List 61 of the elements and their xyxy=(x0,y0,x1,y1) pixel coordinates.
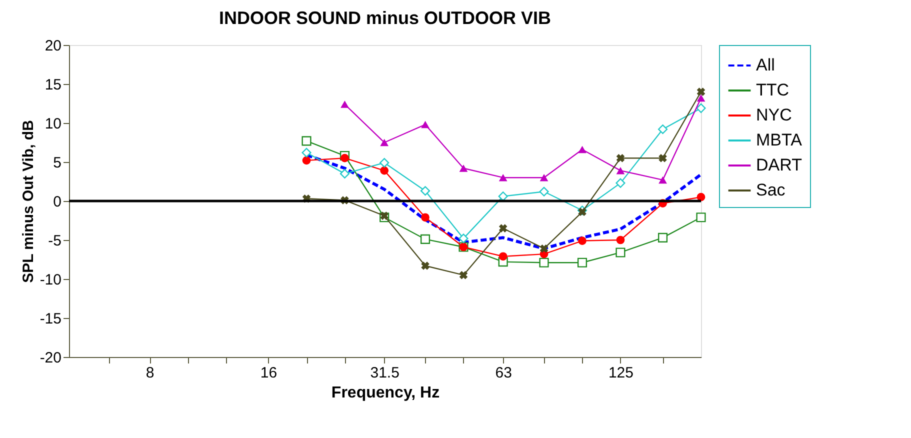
point xyxy=(539,258,549,268)
point xyxy=(578,146,586,154)
legend-label: DART xyxy=(756,156,802,174)
point xyxy=(420,234,430,244)
point xyxy=(459,270,468,280)
x-tick-label: 63 xyxy=(495,364,512,382)
chart-title: INDOOR SOUND minus OUTDOOR VIB xyxy=(218,8,552,28)
y-tick-label: -20 xyxy=(40,350,62,366)
point xyxy=(340,100,349,108)
y-tick-label: 15 xyxy=(44,76,62,94)
point xyxy=(658,154,667,162)
point xyxy=(421,262,430,270)
point xyxy=(459,164,468,172)
y-tick-label: 0 xyxy=(53,194,62,210)
y-tick-label: 5 xyxy=(53,154,62,172)
point xyxy=(380,138,389,146)
x-tick-label: 16 xyxy=(260,364,278,382)
point xyxy=(380,212,388,220)
y-tick-label: -10 xyxy=(40,272,62,288)
point xyxy=(380,166,389,175)
x-tick-label: 125 xyxy=(608,364,634,382)
y-tick-label: -5 xyxy=(48,232,62,250)
point xyxy=(577,258,588,268)
point xyxy=(578,236,586,245)
point xyxy=(658,176,667,184)
point xyxy=(539,186,549,196)
point xyxy=(498,174,508,182)
y-axis-title: SPL minus Out Vib, dB xyxy=(20,120,37,283)
point xyxy=(498,224,508,232)
point xyxy=(302,148,312,158)
point xyxy=(340,154,349,162)
point xyxy=(458,234,468,244)
x-tick-label: 8 xyxy=(146,364,154,382)
point xyxy=(421,213,430,222)
point xyxy=(696,192,706,202)
point xyxy=(420,186,430,196)
y-tick-label: -15 xyxy=(40,310,62,328)
point xyxy=(380,158,390,168)
y-tick-label: 10 xyxy=(44,116,62,132)
point xyxy=(696,94,706,102)
point xyxy=(498,192,508,202)
x-axis-title: Frequency, Hz xyxy=(331,384,440,402)
point xyxy=(421,120,430,128)
y-tick-label: 20 xyxy=(44,38,62,54)
legend-label: All xyxy=(756,56,775,74)
point xyxy=(302,156,311,165)
legend-label: NYC xyxy=(756,106,792,124)
point xyxy=(658,232,668,242)
point xyxy=(696,103,706,113)
point xyxy=(696,212,706,222)
point xyxy=(696,88,706,96)
point xyxy=(540,174,548,182)
point xyxy=(302,136,312,146)
point xyxy=(540,244,548,253)
point xyxy=(498,252,508,261)
legend-label: Sac xyxy=(756,180,786,200)
point xyxy=(658,124,668,134)
legend-label: TTC xyxy=(756,80,790,100)
point xyxy=(340,168,350,178)
legend-label: MBTA xyxy=(756,130,803,150)
x-tick-label: 31.5 xyxy=(370,364,400,382)
